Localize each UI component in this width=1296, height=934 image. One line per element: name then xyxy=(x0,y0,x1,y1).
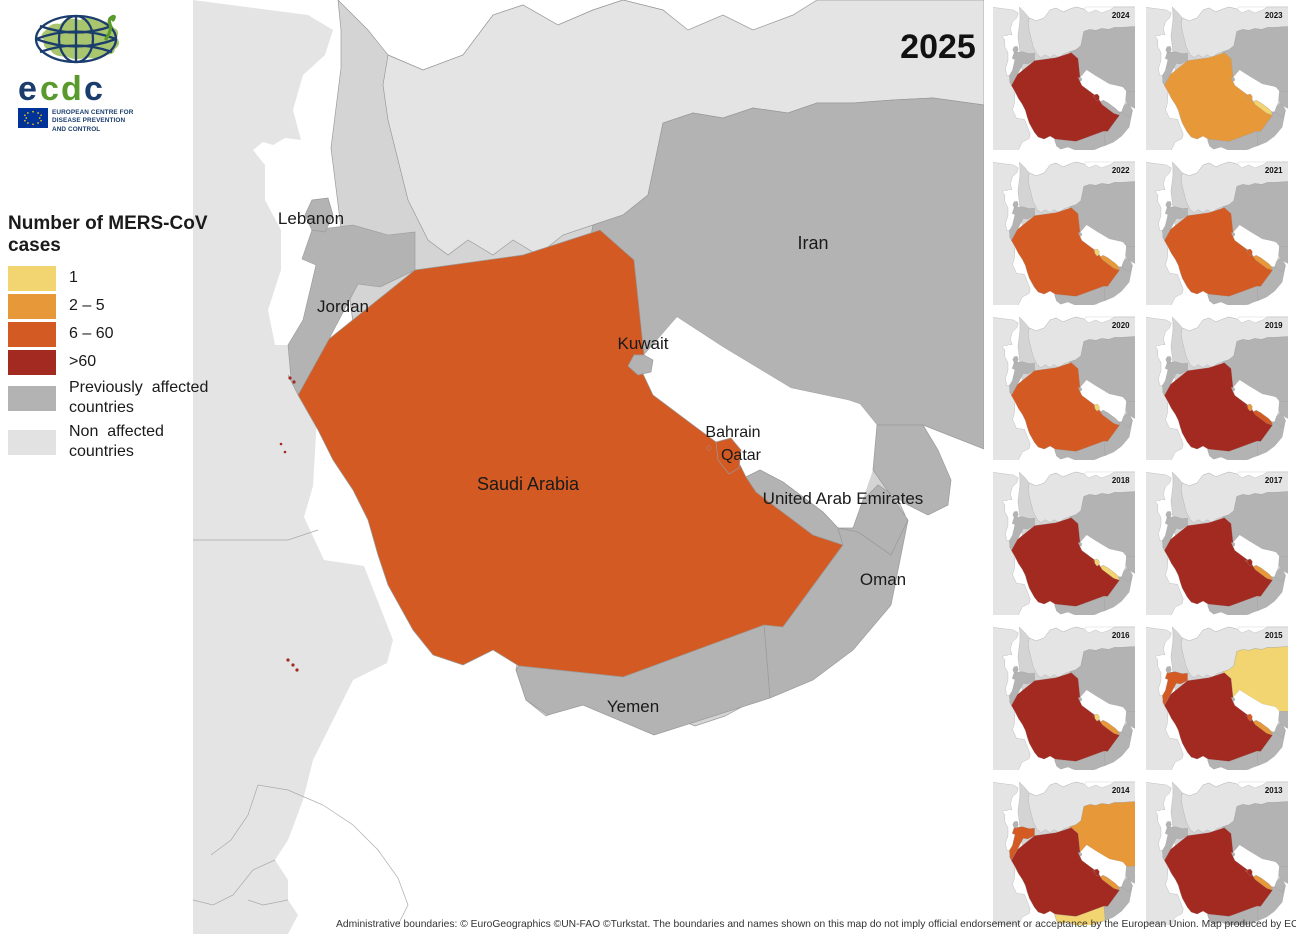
svg-text:2023: 2023 xyxy=(1265,11,1283,20)
svg-text:2020: 2020 xyxy=(1112,321,1130,330)
svg-text:2017: 2017 xyxy=(1265,476,1283,485)
svg-text:2015: 2015 xyxy=(1265,631,1283,640)
svg-text:2019: 2019 xyxy=(1265,321,1283,330)
svg-text:2021: 2021 xyxy=(1265,166,1283,175)
svg-text:2014: 2014 xyxy=(1112,786,1130,795)
svg-text:2018: 2018 xyxy=(1112,476,1130,485)
svg-text:2022: 2022 xyxy=(1112,166,1130,175)
svg-text:2016: 2016 xyxy=(1112,631,1130,640)
svg-text:2024: 2024 xyxy=(1112,11,1130,20)
svg-text:2013: 2013 xyxy=(1265,786,1283,795)
